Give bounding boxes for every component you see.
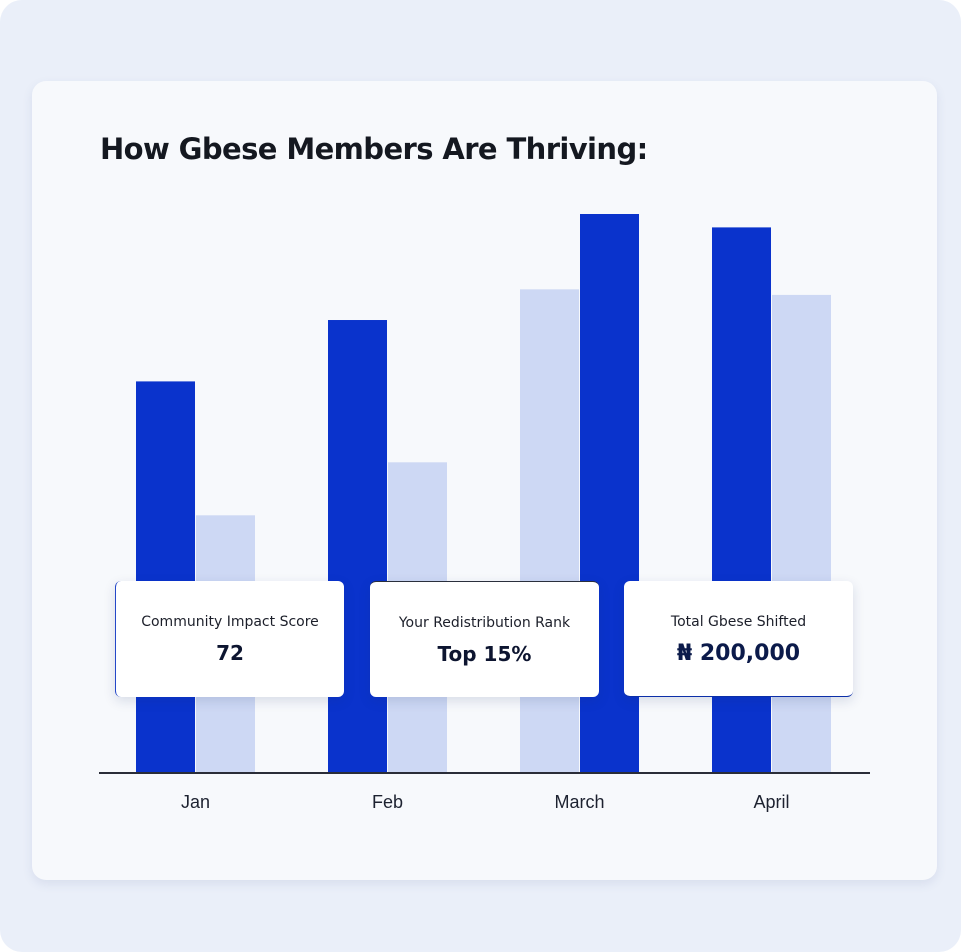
stat-label: Community Impact Score	[141, 614, 319, 630]
bar-march-series-2	[520, 289, 579, 772]
bar-feb-series-1	[328, 320, 387, 772]
x-tick-label-jan: Jan	[181, 792, 210, 812]
stat-label: Total Gbese Shifted	[670, 614, 807, 630]
bar-jan-series-1	[136, 381, 195, 772]
x-tick-label-feb: Feb	[372, 792, 403, 812]
stat-value: Top 15%	[437, 642, 532, 666]
stat-value: 72	[216, 641, 244, 665]
chart-title: How Gbese Members Are Thriving:	[100, 132, 648, 166]
stat-card-redistribution-rank: Your Redistribution Rank Top 15%	[370, 581, 599, 697]
x-tick-label-april: April	[753, 792, 789, 812]
x-tick-label-march: March	[554, 792, 604, 812]
stat-value: ₦ 200,000	[676, 641, 801, 666]
stat-label: Your Redistribution Rank	[398, 615, 571, 631]
stat-card-community-impact: Community Impact Score 72	[115, 581, 344, 697]
x-tick-labels: Jan Feb March April	[181, 792, 790, 812]
bar-april-series-2	[772, 294, 831, 772]
stat-card-total-shifted: Total Gbese Shifted ₦ 200,000	[624, 581, 853, 697]
